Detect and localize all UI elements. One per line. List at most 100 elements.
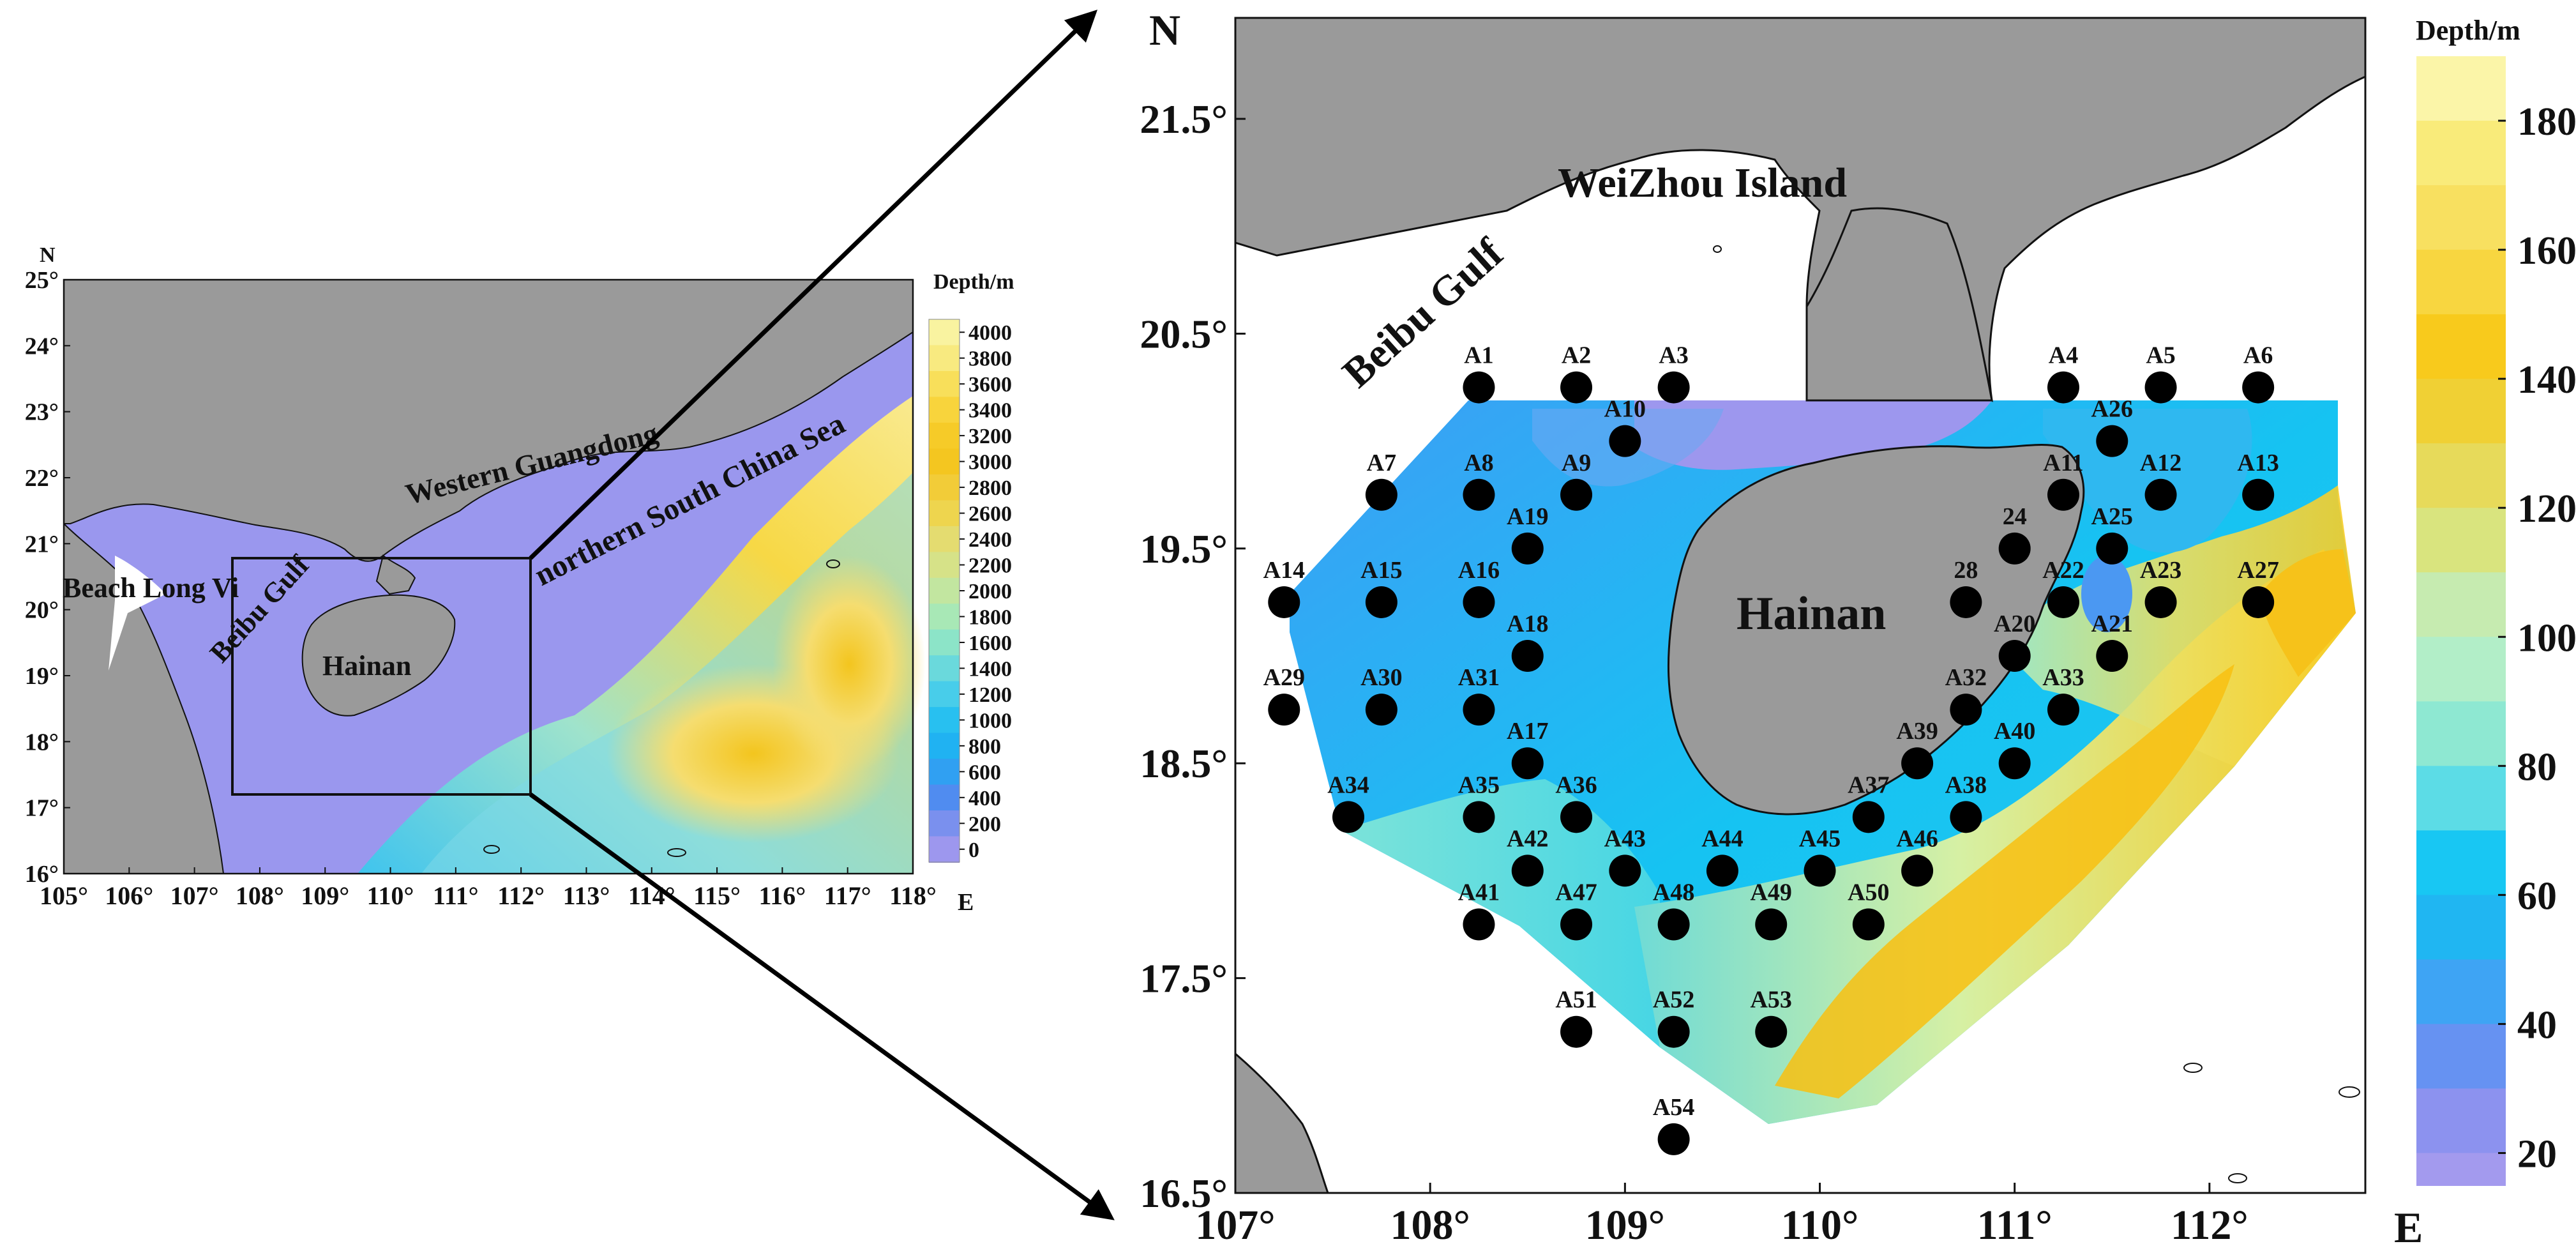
station-dot[interactable] [1560,1015,1593,1048]
station-marker[interactable]: A43 [1604,825,1646,887]
station-marker[interactable]: A35 [1458,771,1500,833]
station-dot[interactable] [1852,908,1885,941]
station-dot[interactable] [2096,532,2128,565]
station-dot[interactable] [2144,478,2177,511]
station-marker[interactable]: A7 [1365,450,1397,511]
station-dot[interactable] [1560,371,1593,404]
station-dot[interactable] [1657,1015,1690,1048]
station-marker[interactable]: A42 [1507,825,1548,887]
station-marker[interactable]: A18 [1507,611,1548,672]
station-dot[interactable] [1560,801,1593,833]
station-marker[interactable]: A27 [2237,557,2279,618]
station-marker[interactable]: A5 [2144,342,2177,404]
station-marker[interactable]: A2 [1560,342,1593,404]
station-marker[interactable]: A31 [1458,664,1500,726]
station-dot[interactable] [1365,586,1397,618]
station-marker[interactable]: A32 [1945,664,1987,726]
station-marker[interactable]: A16 [1458,557,1500,618]
station-dot[interactable] [1463,478,1495,511]
station-dot[interactable] [1511,854,1544,887]
station-dot[interactable] [1755,908,1788,941]
station-marker[interactable]: A8 [1463,450,1495,511]
station-marker[interactable]: A29 [1263,664,1305,726]
station-dot[interactable] [1511,532,1544,565]
station-marker[interactable]: A47 [1555,879,1597,941]
station-dot[interactable] [2242,586,2275,618]
station-marker[interactable]: A38 [1945,771,1987,833]
station-marker[interactable]: A52 [1653,987,1694,1048]
station-dot[interactable] [2047,694,2079,726]
station-marker[interactable]: A20 [1994,611,2035,672]
station-marker[interactable]: A9 [1560,450,1593,511]
station-dot[interactable] [1268,694,1300,726]
station-dot[interactable] [2047,371,2079,404]
station-dot[interactable] [1950,586,1982,618]
station-marker[interactable]: A19 [1507,503,1548,565]
station-marker[interactable]: A26 [2091,396,2133,457]
station-dot[interactable] [1560,908,1593,941]
station-marker[interactable]: A54 [1653,1094,1694,1155]
station-marker[interactable]: A46 [1896,825,1938,887]
station-marker[interactable]: A10 [1604,396,1646,457]
station-marker[interactable]: A53 [1750,987,1792,1048]
station-marker[interactable]: A37 [1848,771,1890,833]
station-dot[interactable] [1332,801,1364,833]
station-dot[interactable] [1657,371,1690,404]
station-dot[interactable] [2242,478,2275,511]
station-dot[interactable] [2144,586,2177,618]
station-dot[interactable] [1852,801,1885,833]
station-dot[interactable] [2144,371,2177,404]
station-dot[interactable] [1950,801,1982,833]
station-dot[interactable] [1511,747,1544,780]
station-marker[interactable]: A33 [2042,664,2084,726]
station-dot[interactable] [1463,801,1495,833]
station-dot[interactable] [1901,854,1934,887]
station-marker[interactable]: 24 [1998,503,2031,565]
station-dot[interactable] [1463,694,1495,726]
station-marker[interactable]: A15 [1360,557,1403,618]
station-marker[interactable]: A6 [2242,342,2275,404]
station-marker[interactable]: A45 [1799,825,1841,887]
station-marker[interactable]: A4 [2047,342,2079,404]
station-dot[interactable] [1463,371,1495,404]
station-marker[interactable]: A14 [1263,557,1305,618]
station-marker[interactable]: A39 [1896,718,1938,780]
station-dot[interactable] [1998,747,2031,780]
station-dot[interactable] [1901,747,1934,780]
station-dot[interactable] [1463,586,1495,618]
station-dot[interactable] [1950,694,1982,726]
station-dot[interactable] [2096,425,2128,457]
station-dot[interactable] [1268,586,1300,618]
station-marker[interactable]: A22 [2042,557,2084,618]
station-marker[interactable]: A41 [1458,879,1500,941]
station-dot[interactable] [2242,371,2275,404]
station-dot[interactable] [2096,640,2128,672]
station-dot[interactable] [1365,478,1397,511]
station-dot[interactable] [1706,854,1738,887]
station-marker[interactable]: A34 [1327,771,1369,833]
station-dot[interactable] [1511,640,1544,672]
station-dot[interactable] [1560,478,1593,511]
station-dot[interactable] [1998,532,2031,565]
station-dot[interactable] [1609,425,1641,457]
station-marker[interactable]: A36 [1555,771,1597,833]
station-dot[interactable] [1657,908,1690,941]
station-marker[interactable]: A12 [2140,450,2181,511]
station-dot[interactable] [1463,908,1495,941]
station-dot[interactable] [1804,854,1836,887]
station-marker[interactable]: A17 [1507,718,1548,780]
station-marker[interactable]: A1 [1463,342,1495,404]
station-dot[interactable] [1365,694,1397,726]
station-marker[interactable]: A44 [1701,825,1744,887]
station-dot[interactable] [2047,586,2079,618]
station-marker[interactable]: A25 [2091,503,2133,565]
station-dot[interactable] [1755,1015,1788,1048]
station-marker[interactable]: A30 [1360,664,1403,726]
station-marker[interactable]: A48 [1653,879,1694,941]
station-marker[interactable]: A21 [2091,611,2133,672]
station-marker[interactable]: A49 [1750,879,1792,941]
station-marker[interactable]: A50 [1848,879,1890,941]
station-marker[interactable]: A11 [2043,450,2084,511]
station-marker[interactable]: A13 [2237,450,2279,511]
station-dot[interactable] [1998,640,2031,672]
